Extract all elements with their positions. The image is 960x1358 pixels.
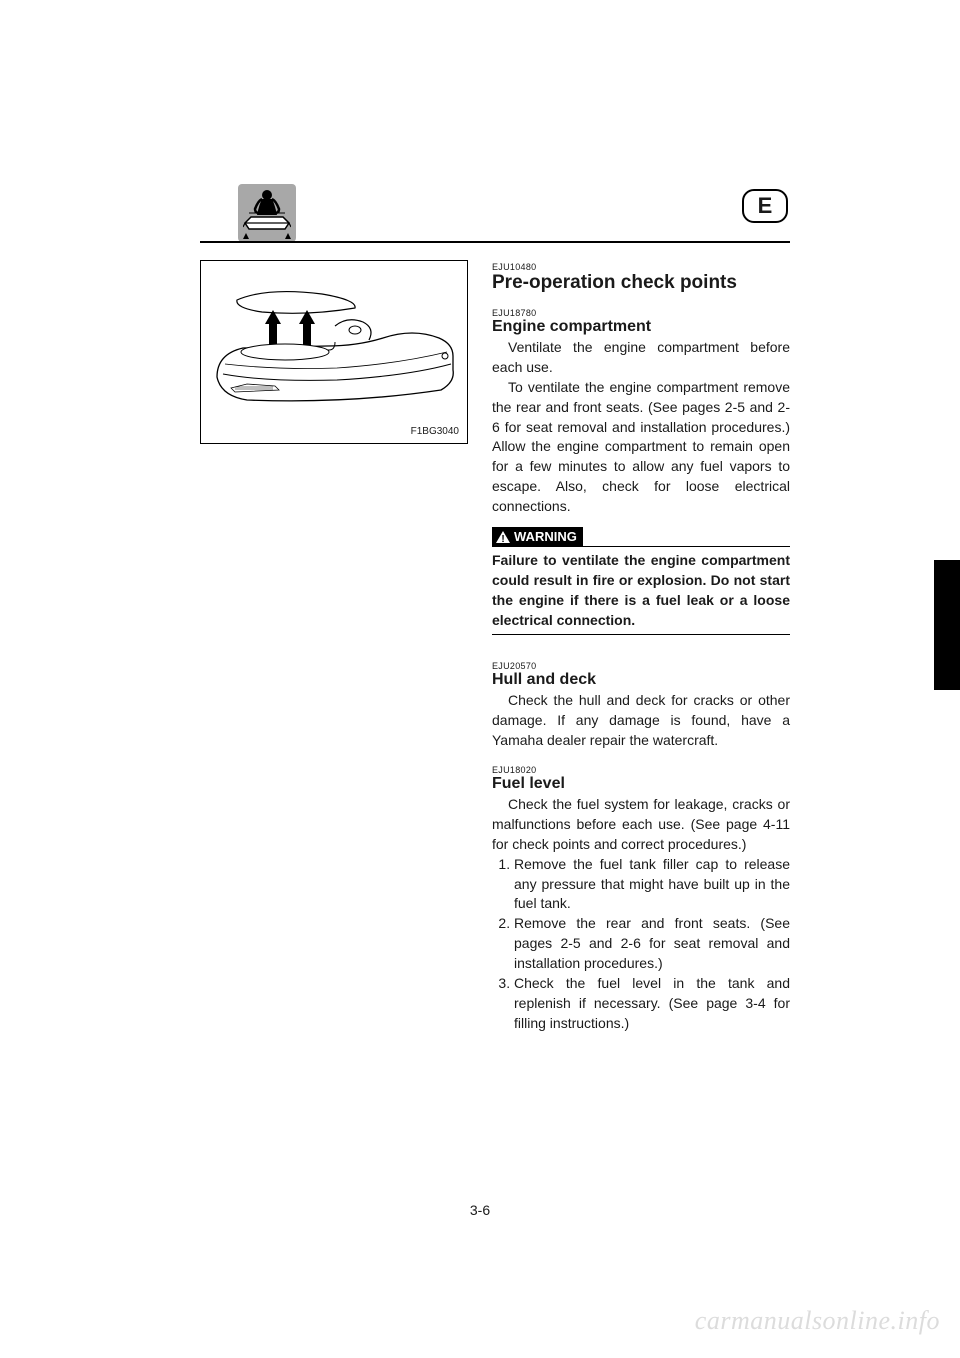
warning-triangle-icon: ! [496, 531, 510, 543]
list-item: Remove the rear and front seats. (See pa… [514, 914, 790, 974]
subsection-title: Fuel level [492, 775, 790, 793]
list-item: Check the fuel level in the tank and rep… [514, 974, 790, 1034]
right-column: EJU10480 Pre-operation check points EJU1… [492, 260, 790, 1034]
paragraph: Ventilate the engine compartment before … [492, 338, 790, 378]
figure-label: F1BG3040 [411, 426, 459, 437]
header-rule [200, 241, 790, 243]
figure-seat-removal: F1BG3040 [200, 260, 468, 444]
subsection-title: Hull and deck [492, 671, 790, 689]
warning-end-rule [492, 634, 790, 635]
warning-label-text: WARNING [514, 529, 577, 544]
subsection-fuel-level: EJU18020 Fuel level Check the fuel syste… [492, 765, 790, 1034]
svg-text:!: ! [501, 534, 504, 543]
page-container: E [0, 0, 960, 1114]
paragraph: Check the fuel system for leakage, crack… [492, 795, 790, 855]
warning-header: ! WARNING [492, 527, 790, 547]
paragraph: Check the hull and deck for cracks or ot… [492, 691, 790, 751]
subsection-code: EJU18020 [492, 765, 790, 775]
subsection-code: EJU18780 [492, 308, 790, 318]
warning-body: Failure to ventilate the engine compartm… [492, 551, 790, 631]
page-number: 3-6 [470, 1202, 490, 1218]
subsection-hull-deck: EJU20570 Hull and deck Check the hull an… [492, 661, 790, 751]
subsection-title: Engine compartment [492, 318, 790, 336]
language-badge-text: E [758, 193, 773, 219]
watermark: carmanualsonline.info [695, 1306, 940, 1336]
left-column: F1BG3040 [200, 260, 468, 1034]
section-title: Pre-operation check points [492, 272, 790, 294]
page-header: E [200, 185, 790, 243]
subsection-code: EJU20570 [492, 661, 790, 671]
watercraft-diagram-icon [207, 282, 461, 422]
language-badge: E [742, 189, 788, 223]
section-code: EJU10480 [492, 262, 790, 272]
list-item: Remove the fuel tank filler cap to relea… [514, 855, 790, 915]
rider-icon [243, 187, 291, 239]
subsection-engine-compartment: EJU18780 Engine compartment Ventilate th… [492, 308, 790, 635]
section-pictogram [238, 184, 296, 242]
paragraph: To ventilate the engine compartment remo… [492, 378, 790, 517]
warning-label: ! WARNING [492, 527, 583, 547]
numbered-list: Remove the fuel tank filler cap to relea… [492, 855, 790, 1034]
